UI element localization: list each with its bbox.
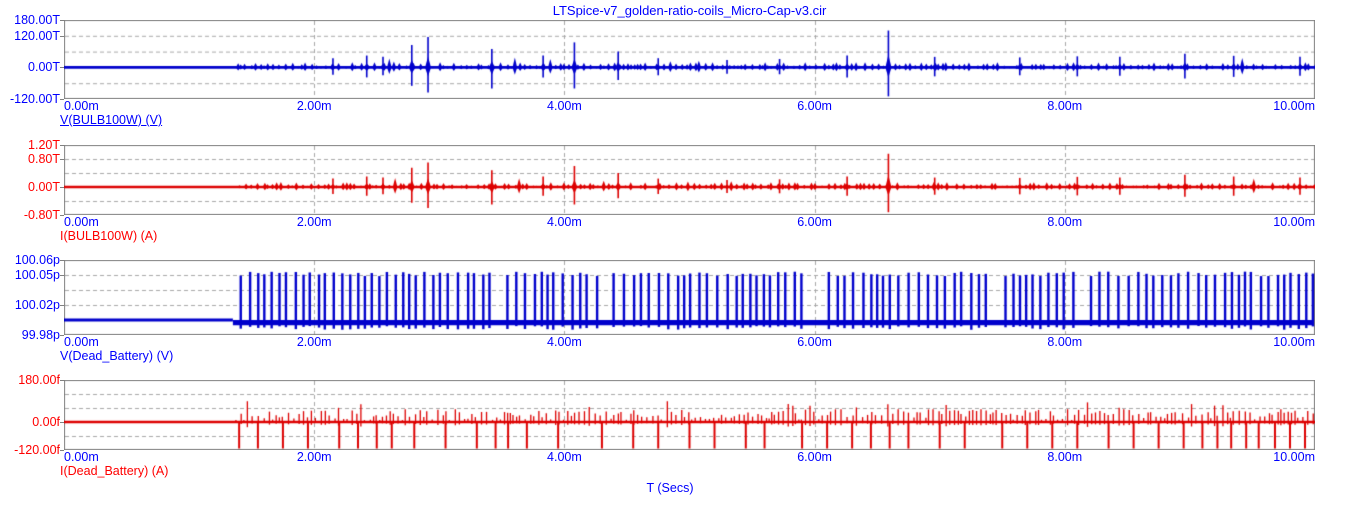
x-axis-title: T (Secs): [646, 481, 694, 495]
y-axis-tick: [60, 422, 64, 423]
x-tick-label: 8.00m: [1047, 215, 1083, 229]
x-tick-label: 0.00m: [64, 335, 99, 349]
y-axis-tick: [60, 380, 64, 381]
y-axis-tick: [60, 260, 64, 261]
x-tick-label: 10.00m: [1273, 335, 1315, 349]
y-axis-tick: [60, 215, 64, 216]
y-axis-tick: [60, 145, 64, 146]
x-tick-label: 6.00m: [797, 450, 832, 464]
y-tick-label: -0.80T: [23, 208, 60, 222]
x-tick-label: 2.00m: [296, 99, 332, 113]
y-tick-label: -120.00f: [14, 443, 60, 457]
x-tick-label: 4.00m: [547, 99, 582, 113]
y-axis-tick: [60, 275, 64, 276]
x-tick-label: 6.00m: [797, 335, 832, 349]
trace-label-i-bulb100w[interactable]: I(BULB100W) (A): [60, 229, 158, 243]
y-tick-label: 100.02p: [14, 298, 60, 312]
y-axis-tick: [60, 99, 64, 100]
waveform-plot-1-canvas[interactable]: [64, 20, 1315, 99]
y-tick-label: 100.05p: [14, 268, 60, 282]
waveform-plot-2-canvas[interactable]: [64, 145, 1315, 215]
x-tick-label: 8.00m: [1047, 99, 1083, 113]
y-tick-label: 0.00T: [28, 180, 60, 194]
x-tick-label: 0.00m: [64, 450, 99, 464]
plot-title: LTSpice-v7_golden-ratio-coils_Micro-Cap-…: [552, 3, 827, 18]
trace-label-i-dead-battery[interactable]: I(Dead_Battery) (A): [60, 464, 169, 478]
y-tick-label: 1.20T: [28, 138, 60, 152]
y-tick-label: 120.00T: [14, 28, 60, 43]
x-tick-label: 10.00m: [1273, 215, 1315, 229]
y-axis-tick: [60, 35, 64, 37]
y-tick-label: 0.80T: [28, 152, 60, 166]
waveform-plot-3-canvas[interactable]: [64, 260, 1315, 335]
y-axis-tick: [60, 187, 64, 188]
trace-label-v-bulb100w[interactable]: V(BULB100W) (V): [60, 113, 163, 127]
x-tick-label: 10.00m: [1273, 450, 1315, 464]
x-tick-label: 2.00m: [296, 215, 332, 229]
y-axis-tick: [60, 159, 64, 160]
x-tick-label: 10.00m: [1273, 99, 1315, 113]
y-tick-label: -120.00T: [9, 92, 60, 106]
x-tick-label: 2.00m: [296, 450, 332, 464]
x-tick-label: 2.00m: [296, 335, 332, 349]
y-axis-tick: [60, 450, 64, 451]
y-axis-tick: [60, 335, 64, 336]
y-tick-label: 180.00f: [18, 373, 60, 387]
x-tick-label: 8.00m: [1047, 450, 1083, 464]
x-tick-label: 6.00m: [797, 215, 832, 229]
x-tick-label: 4.00m: [547, 450, 582, 464]
waveform-plot-4-canvas[interactable]: [64, 380, 1315, 450]
x-tick-label: 4.00m: [547, 335, 582, 349]
y-axis-tick: [60, 67, 64, 69]
x-tick-label: 6.00m: [797, 99, 832, 113]
y-axis-tick: [60, 305, 64, 306]
x-tick-label: 0.00m: [64, 99, 99, 113]
y-tick-label: 180.00T: [14, 13, 60, 27]
x-tick-label: 0.00m: [64, 215, 99, 229]
trace-label-v-dead-battery[interactable]: V(Dead_Battery) (V): [60, 349, 174, 363]
y-tick-label: 0.00T: [28, 60, 60, 75]
y-tick-label: 0.00f: [32, 415, 60, 429]
y-tick-label: 100.06p: [14, 253, 60, 267]
x-tick-label: 8.00m: [1047, 335, 1083, 349]
y-tick-label: 99.98p: [21, 328, 60, 342]
y-axis-tick: [60, 20, 64, 21]
x-tick-label: 4.00m: [547, 215, 582, 229]
